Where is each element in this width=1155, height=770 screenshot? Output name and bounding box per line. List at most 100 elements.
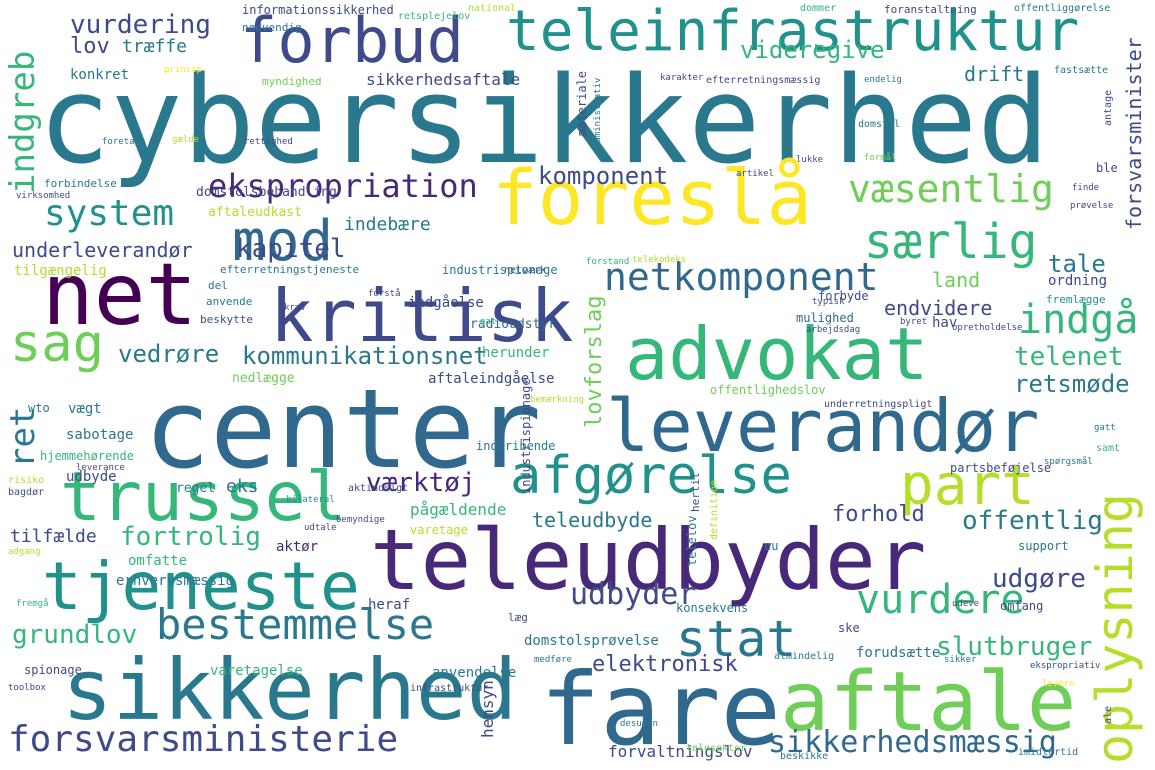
word: domstolsprøvelse bbox=[524, 633, 659, 649]
word: radioudstyr bbox=[470, 317, 557, 332]
word: princip bbox=[164, 65, 202, 75]
word: foretage bbox=[102, 137, 146, 147]
word: ordning bbox=[1048, 273, 1108, 289]
word: slutbruger bbox=[936, 632, 1093, 662]
word: wto bbox=[28, 401, 50, 415]
word: sikker bbox=[944, 655, 977, 665]
word: videregive bbox=[740, 36, 885, 64]
word: sikkerhedsaftale bbox=[366, 70, 521, 89]
word: nødvendig bbox=[242, 21, 302, 34]
word: finde bbox=[1072, 183, 1100, 193]
word: informationssikkerhed bbox=[242, 3, 394, 17]
word: fremgå bbox=[16, 599, 49, 609]
word: ret bbox=[3, 406, 43, 468]
word: myndighed bbox=[262, 75, 322, 88]
word: teleinfrastruktur bbox=[506, 0, 1080, 64]
word: ble bbox=[1096, 161, 1118, 175]
word: telelov bbox=[685, 515, 699, 566]
word: ekspropriation bbox=[208, 167, 478, 205]
word: bestemmelse bbox=[156, 600, 435, 649]
word: kommunikationsnet bbox=[242, 342, 488, 370]
word: forudsætte bbox=[856, 645, 941, 661]
word: heraf bbox=[368, 597, 411, 613]
word: antage bbox=[1103, 89, 1114, 126]
word: land bbox=[932, 268, 981, 292]
word: indgå bbox=[1018, 297, 1139, 343]
word: lukke bbox=[796, 155, 824, 165]
word: underleverandør bbox=[12, 238, 193, 262]
word: lov bbox=[70, 34, 110, 59]
word: forhold bbox=[832, 502, 925, 527]
word: gælde bbox=[172, 135, 200, 145]
word: beskikke bbox=[780, 751, 829, 762]
word: aktør bbox=[276, 539, 319, 555]
word: fortrolig bbox=[120, 522, 261, 552]
word: efterretningsmæssig bbox=[706, 75, 821, 86]
word: drift bbox=[964, 62, 1025, 86]
word: risiko bbox=[8, 475, 45, 486]
word: desuden bbox=[620, 719, 658, 729]
word: retsplejelov bbox=[398, 11, 471, 22]
word: offentlig bbox=[962, 506, 1103, 536]
word: omfatte bbox=[128, 553, 188, 569]
word: eks bbox=[226, 476, 259, 497]
word: komponent bbox=[538, 162, 669, 190]
word: typisk bbox=[812, 297, 845, 307]
word: virksomhed bbox=[16, 191, 71, 201]
word: domstolsbehandling bbox=[196, 185, 337, 200]
word: telesektor bbox=[686, 743, 747, 754]
word: gat bbox=[480, 317, 497, 327]
word: udgøre bbox=[992, 564, 1086, 594]
word: industrispionage bbox=[519, 378, 533, 494]
word: karakter bbox=[660, 73, 704, 83]
word: leverance bbox=[76, 463, 125, 473]
word: ske bbox=[838, 621, 860, 635]
word: telenet bbox=[1014, 342, 1124, 372]
word: mulighed bbox=[796, 311, 854, 325]
word: oplysning bbox=[1086, 493, 1144, 764]
word: artikel bbox=[736, 169, 774, 179]
word: tale bbox=[1048, 250, 1106, 278]
word: tilfælde bbox=[10, 526, 97, 547]
word: tilgængelig bbox=[14, 263, 107, 279]
word: vurdere bbox=[856, 577, 1025, 623]
word: hav bbox=[932, 315, 958, 331]
word: sabotage bbox=[66, 427, 134, 443]
word: elektronisk bbox=[592, 652, 738, 677]
word: anvende bbox=[206, 295, 253, 308]
word: indgåelse bbox=[408, 295, 484, 311]
word: infrastruktur bbox=[410, 683, 489, 694]
word: endvidere bbox=[884, 296, 993, 320]
word: indgreb bbox=[3, 50, 43, 194]
word: erhvervsmæssig bbox=[116, 573, 235, 589]
word: anvendelse bbox=[432, 665, 517, 681]
word: bemyndige bbox=[336, 515, 385, 525]
word: adgang bbox=[8, 547, 41, 557]
word: netværk bbox=[504, 265, 547, 276]
word: retsmøde bbox=[1014, 370, 1130, 398]
word: fremlægge bbox=[1046, 293, 1106, 306]
word: hertil bbox=[689, 472, 702, 512]
word: varetage bbox=[410, 523, 468, 537]
word: forvaltningslov bbox=[608, 742, 753, 761]
word: spionage bbox=[24, 663, 82, 677]
word: byret bbox=[900, 317, 928, 327]
word: bemærkning bbox=[530, 395, 585, 405]
word: vægt bbox=[68, 401, 102, 417]
word: dommer bbox=[800, 3, 837, 14]
word: formål bbox=[864, 153, 897, 163]
word: spørgsmål bbox=[1044, 457, 1093, 467]
word: fare bbox=[540, 651, 781, 768]
word: domstol bbox=[858, 119, 901, 130]
word: konkret bbox=[70, 67, 130, 83]
word: regel bbox=[176, 481, 216, 496]
word: træffe bbox=[122, 36, 188, 57]
word: værktøj bbox=[366, 468, 476, 498]
word: netkomponent bbox=[604, 255, 879, 299]
word: indebære bbox=[344, 214, 431, 235]
word: rettighed bbox=[244, 137, 293, 147]
word: part bbox=[900, 453, 1035, 518]
word: udeve bbox=[952, 599, 980, 609]
word: vurdering bbox=[70, 10, 211, 40]
